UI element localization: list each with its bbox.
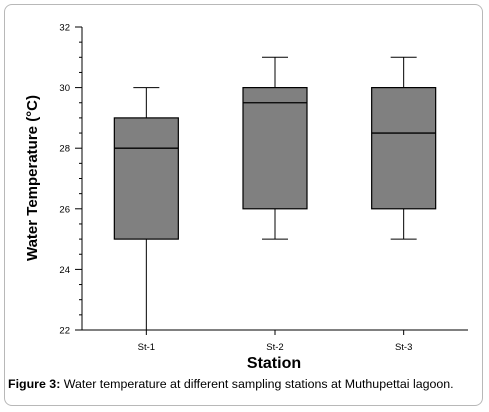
y-tick-label: 30 (59, 83, 70, 94)
x-axis: St-1 St-2 St-3 (82, 329, 468, 353)
boxes (113, 56, 437, 330)
x-axis-label: Station (247, 355, 301, 372)
box-plot: 22 24 26 28 30 32 St-1 St-2 St-3 Water Temperat… (24, 23, 468, 372)
box-body (371, 86, 437, 210)
figure-caption: Figure 3: Water temperature at different… (8, 377, 484, 391)
caption-label: Figure 3: (8, 377, 61, 391)
caption-text: Water temperature at different sampling … (60, 377, 454, 391)
y-tick-label: 26 (59, 204, 70, 215)
box-st-3 (371, 56, 437, 240)
y-axis: 22 24 26 28 30 32 (59, 23, 83, 337)
box-st-2 (242, 56, 308, 240)
figure-frame (4, 4, 483, 406)
box-body (242, 86, 308, 210)
x-tick-label: St-3 (395, 342, 412, 353)
x-tick-label: St-2 (266, 342, 283, 353)
box-st-1 (113, 87, 179, 330)
box-body (113, 117, 179, 240)
x-tick-label: St-1 (138, 342, 155, 353)
y-tick-label: 22 (59, 326, 70, 337)
y-axis-label: Water Temperature (°C) (24, 95, 41, 261)
y-tick-label: 24 (59, 265, 70, 276)
y-tick-label: 28 (59, 144, 70, 155)
y-tick-label: 32 (59, 23, 70, 34)
